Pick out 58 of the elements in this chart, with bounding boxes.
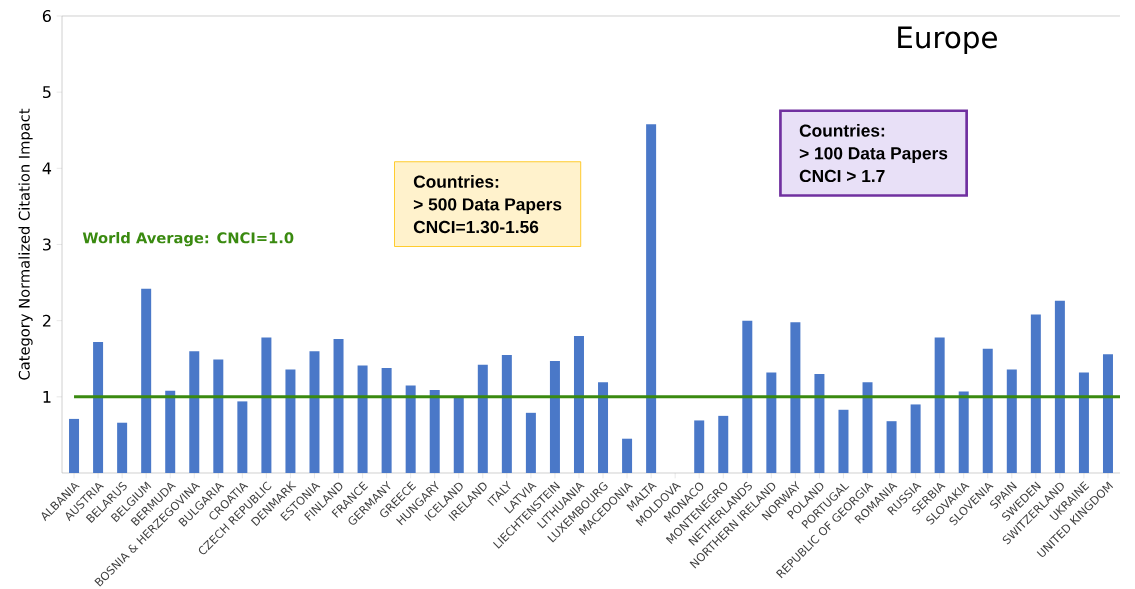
- bar: [862, 382, 873, 473]
- bar: [598, 382, 609, 473]
- bar: [742, 320, 753, 473]
- bar: [213, 359, 224, 473]
- bar: [646, 123, 657, 473]
- annotation: > 500 Data Papers: [413, 198, 562, 214]
- bar: [910, 404, 921, 473]
- y-tick-label: 5: [43, 86, 51, 98]
- y-tick-label: 4: [42, 162, 52, 174]
- bar: [189, 350, 200, 473]
- ref-line-label: World Average: CNCI=1.0: [82, 231, 294, 247]
- bar: [1006, 369, 1017, 473]
- y-tick-label: 1: [43, 390, 51, 403]
- bar: [886, 421, 897, 473]
- bar: [1102, 353, 1113, 473]
- bar: [718, 415, 729, 473]
- y-tick-label: 3: [43, 238, 51, 251]
- bar: [93, 341, 104, 473]
- bar: [333, 338, 344, 473]
- annotation: CNCI > 1.7: [799, 169, 885, 182]
- bar: [309, 350, 320, 473]
- y-tick-label: 6: [42, 9, 51, 22]
- bar: [69, 418, 80, 473]
- bar: [357, 365, 368, 473]
- bar: [261, 337, 272, 473]
- bar: [477, 364, 488, 473]
- bar: [1078, 372, 1089, 473]
- bar: [429, 389, 440, 473]
- bar: [285, 369, 296, 473]
- bar: [694, 420, 705, 473]
- bar: [165, 390, 176, 473]
- annotation: Countries:: [799, 123, 885, 137]
- bar: [381, 367, 392, 473]
- bar: [1030, 314, 1041, 473]
- annotation: Countries:: [413, 174, 499, 188]
- bar: [790, 321, 801, 473]
- bar: [573, 335, 584, 473]
- annotation: CNCI=1.30-1.56: [413, 220, 539, 233]
- bar: [453, 396, 464, 473]
- bar: [1054, 300, 1065, 473]
- bar: [141, 288, 152, 473]
- bar: [237, 401, 248, 473]
- bar: [982, 348, 993, 473]
- bar: [117, 422, 128, 473]
- bar: [934, 337, 945, 473]
- bar: [501, 354, 512, 473]
- bar: [766, 372, 777, 473]
- bar: [814, 373, 825, 473]
- y-tick-label: 2: [42, 314, 51, 327]
- y-axis-title: Category Normalized Citation Impact: [18, 108, 33, 380]
- bar: [549, 360, 560, 473]
- bar: [622, 438, 633, 473]
- bar: [405, 385, 416, 473]
- chart-title: Europe: [898, 26, 997, 54]
- bar: [525, 412, 536, 473]
- annotation: > 100 Data Papers: [799, 147, 948, 163]
- bar: [838, 409, 849, 473]
- bar: [958, 391, 969, 473]
